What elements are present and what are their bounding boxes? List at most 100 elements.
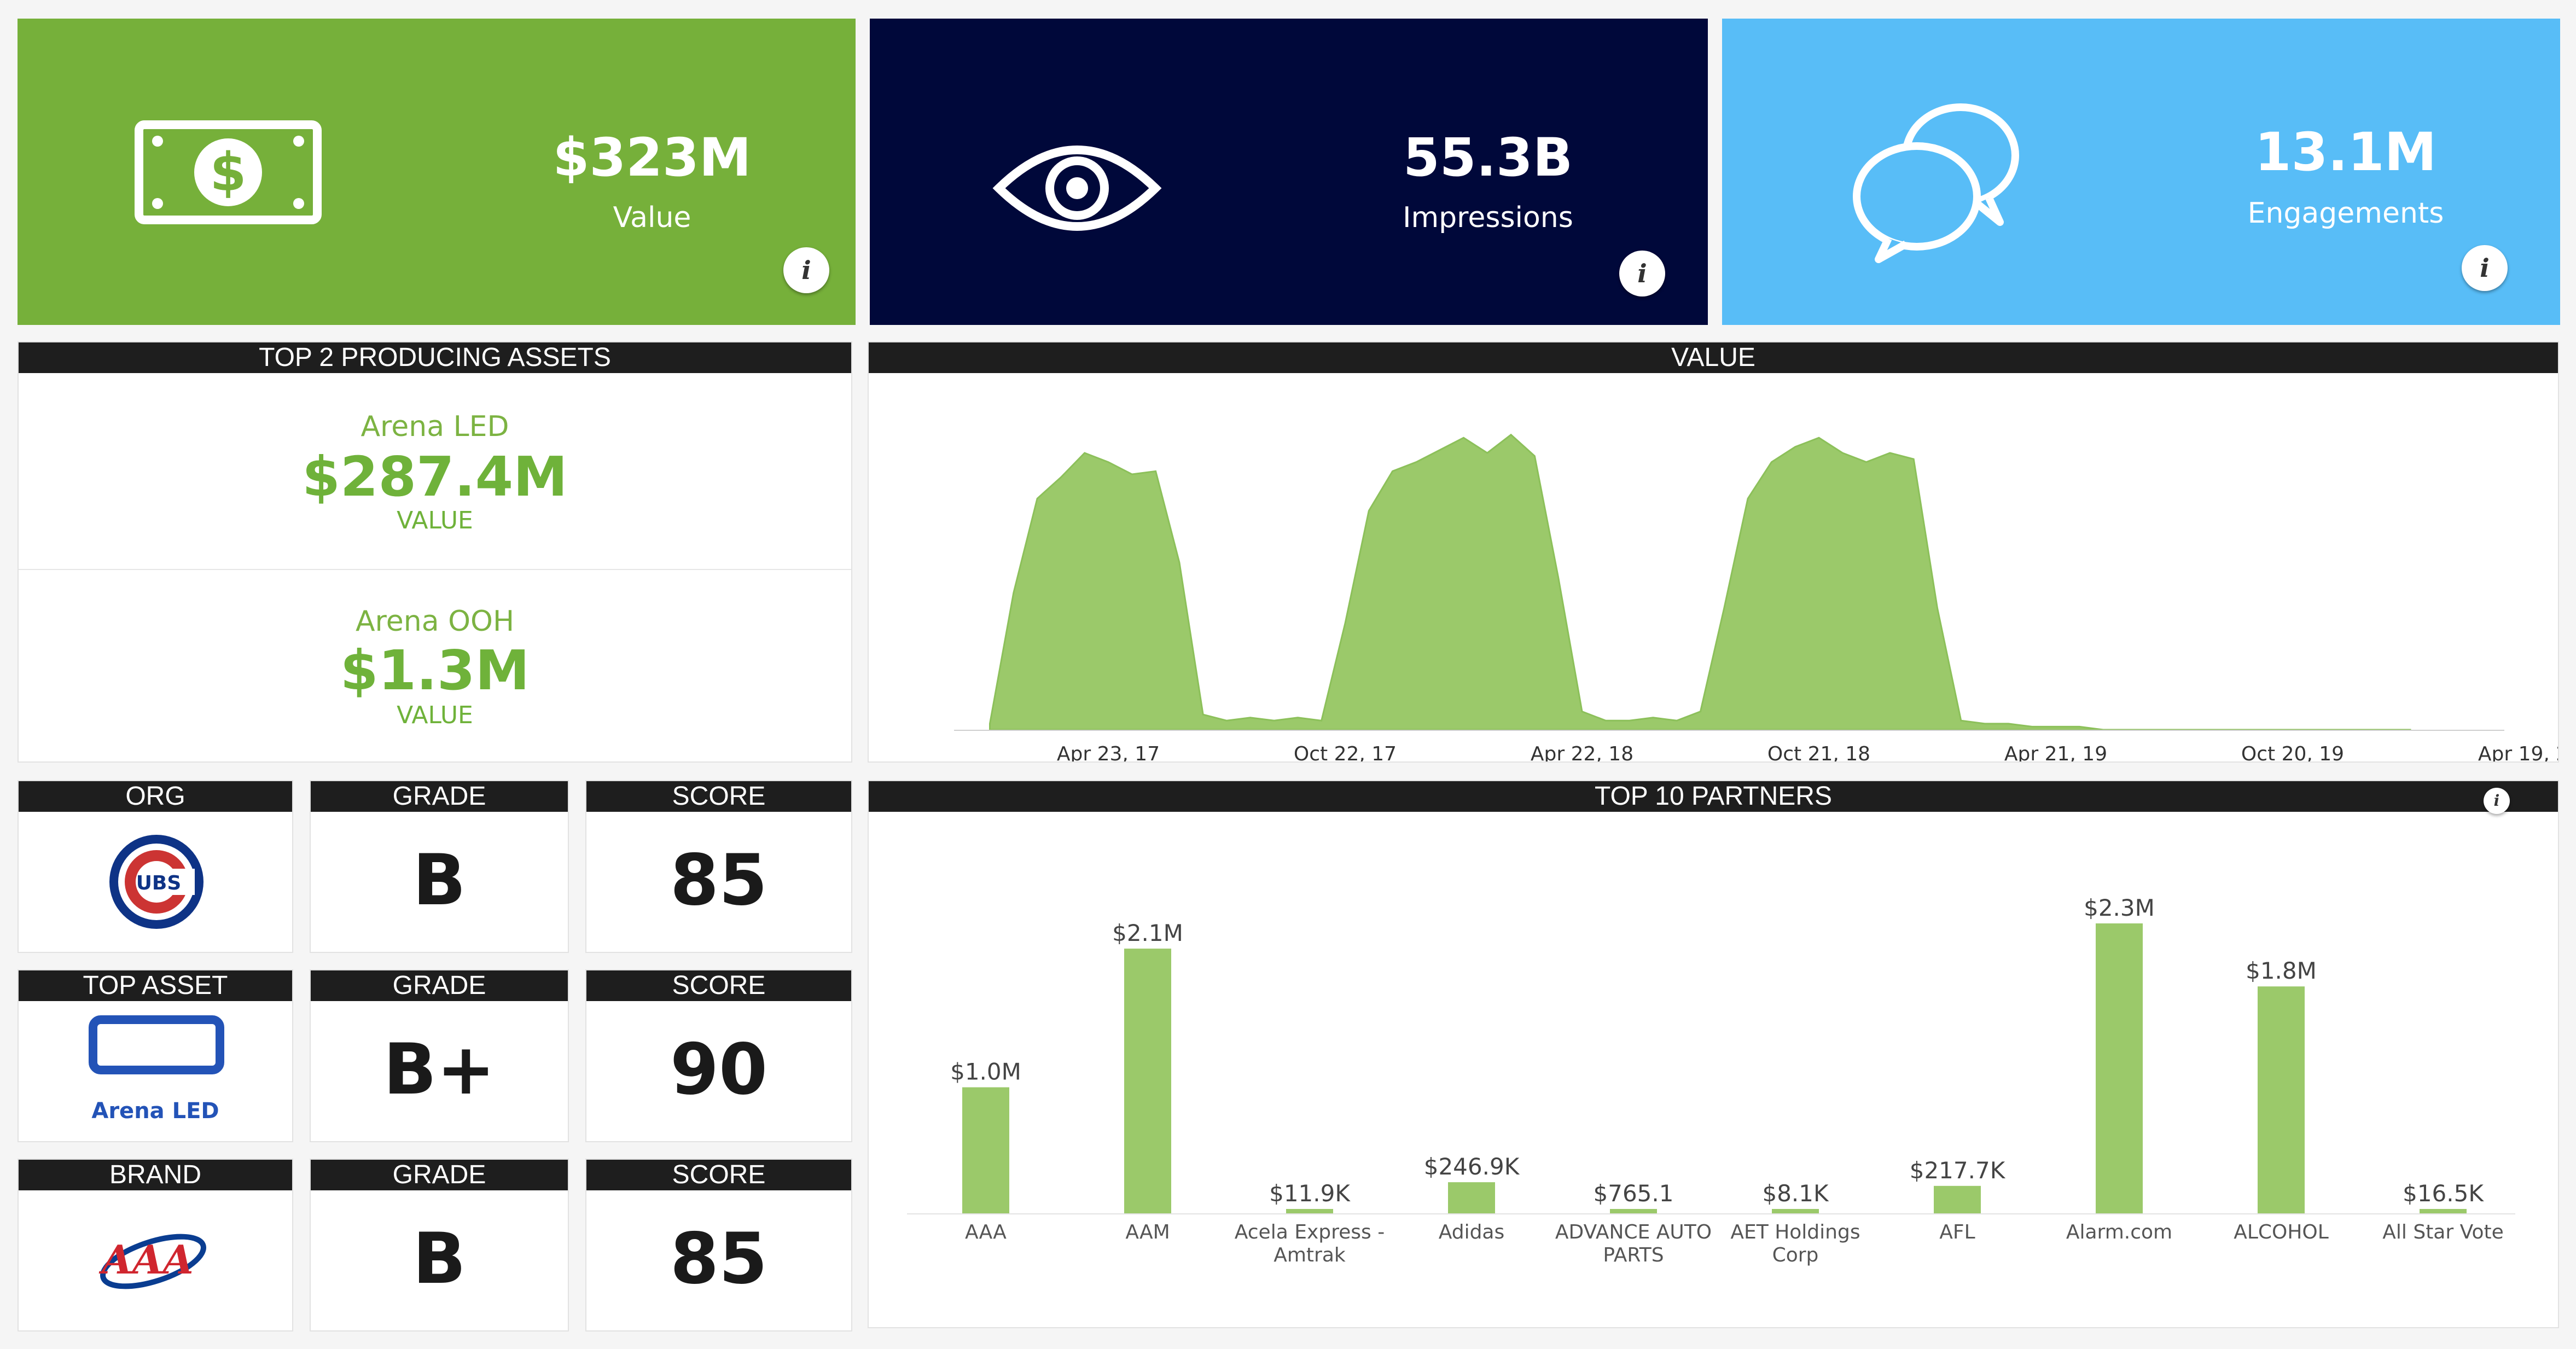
kpi-impressions-number: 55.3B xyxy=(1403,127,1573,188)
bar[interactable] xyxy=(2420,1209,2467,1213)
category-label: All Star Vote xyxy=(2382,1221,2503,1243)
data-label: $8.1K xyxy=(1762,1180,1829,1207)
bar[interactable] xyxy=(1772,1209,1819,1213)
bar[interactable] xyxy=(1124,949,1171,1213)
x-tick-label: Apr 23, 17 xyxy=(1057,743,1160,761)
grade-cell: GRADE B xyxy=(310,1159,569,1331)
category-label: AAA xyxy=(965,1221,1007,1243)
bar[interactable] xyxy=(1286,1209,1333,1213)
top-assets-panel: TOP 2 PRODUCING ASSETS Arena LED $287.4M… xyxy=(18,341,852,763)
score-cell: SCORE 85 xyxy=(585,780,852,953)
svg-text:AAA: AAA xyxy=(98,1236,194,1283)
cell-header: SCORE xyxy=(586,781,851,812)
score-value: 90 xyxy=(670,1029,768,1110)
data-label: $16.5K xyxy=(2403,1180,2484,1207)
x-tick-label: Oct 21, 18 xyxy=(1767,743,1870,761)
bar[interactable] xyxy=(2096,923,2143,1213)
category-label: Alarm.com xyxy=(2066,1221,2172,1243)
aaa-logo-icon: AAA xyxy=(19,1190,292,1330)
value-area-series xyxy=(989,433,2411,731)
kpi-engagements-tile: 13.1M Engagements i xyxy=(1722,19,2560,325)
data-label: $1.0M xyxy=(950,1059,1021,1085)
panel-header: TOP 2 PRODUCING ASSETS xyxy=(19,342,851,373)
asset-value-caption: VALUE xyxy=(397,507,473,534)
category-label: AFL xyxy=(1939,1221,1975,1243)
data-label: $11.9K xyxy=(1269,1180,1351,1207)
category-label: Adidas xyxy=(1439,1221,1505,1243)
cell-header: SCORE xyxy=(586,970,851,1001)
kpi-value-label: Value xyxy=(613,201,691,234)
bar[interactable] xyxy=(1448,1182,1495,1213)
kpi-value-tile: $ $323M Value i xyxy=(18,19,856,325)
category-label: ADVANCE AUTO PARTS xyxy=(1555,1221,1712,1266)
partners-chart-panel: TOP 10 PARTNERS i $1.0M AAA $2.1M AAM $11.9K… xyxy=(868,780,2559,1328)
value-area-chart: Apr 23, 17 Oct 22, 17 Apr 22, 18 Oct 21, 18… xyxy=(954,433,2558,761)
bar[interactable] xyxy=(1934,1185,1981,1213)
cubs-logo-icon: UBS xyxy=(19,812,292,952)
eye-icon xyxy=(992,146,1162,231)
svg-text:$: $ xyxy=(210,142,247,203)
grade-cell: GRADE B+ xyxy=(310,969,569,1142)
asset-value: $1.3M xyxy=(340,638,530,702)
entity-caption: Arena LED xyxy=(91,1098,219,1124)
cell-header: SCORE xyxy=(586,1160,851,1190)
cell-header: TOP ASSET xyxy=(19,970,292,1001)
dollar-bill-icon: $ xyxy=(135,120,322,224)
info-icon[interactable]: i xyxy=(1619,251,1665,296)
asset-value-caption: VALUE xyxy=(397,701,473,729)
info-icon[interactable]: i xyxy=(2462,245,2508,291)
info-icon[interactable]: i xyxy=(783,247,829,293)
entity-cell: BRAND AAA xyxy=(18,1159,293,1331)
grade-value: B xyxy=(412,840,466,921)
svg-text:UBS: UBS xyxy=(136,872,182,894)
score-value: 85 xyxy=(670,840,768,921)
bar[interactable] xyxy=(2258,986,2305,1213)
cell-header: BRAND xyxy=(19,1160,292,1190)
category-label: AAM xyxy=(1125,1221,1170,1243)
bar[interactable] xyxy=(1610,1209,1657,1213)
value-chart-panel: VALUE Apr 23, 17 Oct 22, 17 Apr 22, 18 Oct … xyxy=(868,341,2559,763)
asset-value: $287.4M xyxy=(302,445,568,509)
entity-cell: ORG UBS xyxy=(18,780,293,953)
x-tick-label: Apr 19, 20 xyxy=(2478,743,2558,761)
data-label: $217.7K xyxy=(1910,1157,2006,1184)
data-label: $1.8M xyxy=(2246,957,2317,984)
data-label: $2.1M xyxy=(1112,920,1183,946)
category-label: ALCOHOL xyxy=(2234,1221,2329,1243)
category-label: AET Holdings Corp xyxy=(1730,1221,1860,1266)
score-value: 85 xyxy=(670,1218,768,1300)
kpi-value-number: $323M xyxy=(553,127,752,188)
category-label: Acela Express -Amtrak xyxy=(1235,1221,1385,1266)
grade-value: B+ xyxy=(383,1029,496,1110)
kpi-engagements-number: 13.1M xyxy=(2254,121,2437,183)
panel-header: TOP 10 PARTNERS xyxy=(869,781,2558,812)
data-label: $246.9K xyxy=(1424,1153,1520,1180)
kpi-impressions-tile: 55.3B Impressions i xyxy=(870,19,1708,325)
x-tick-label: Oct 20, 19 xyxy=(2241,743,2344,761)
kpi-impressions-label: Impressions xyxy=(1403,201,1573,234)
data-label: $2.3M xyxy=(2084,894,2155,921)
divider xyxy=(19,569,851,570)
x-tick-label: Apr 22, 18 xyxy=(1531,743,1633,761)
entity-cell: TOP ASSET Arena LED xyxy=(18,969,293,1142)
partners-bar-chart: $1.0M AAA $2.1M AAM $11.9K Acela Express -Amt… xyxy=(907,894,2515,1266)
grade-value: B xyxy=(412,1218,466,1300)
bar[interactable] xyxy=(962,1087,1009,1213)
panel-header: VALUE xyxy=(869,342,2558,373)
asset-name: Arena LED xyxy=(360,410,509,443)
cell-header: GRADE xyxy=(311,781,568,812)
score-cell: SCORE 85 xyxy=(585,1159,852,1331)
score-cell: SCORE 90 xyxy=(585,969,852,1142)
x-tick-label: Apr 21, 19 xyxy=(2004,743,2107,761)
asset-name: Arena OOH xyxy=(355,605,515,638)
arena-led-screen-icon: Arena LED xyxy=(19,1001,292,1141)
cell-header: GRADE xyxy=(311,970,568,1001)
chat-bubbles-icon xyxy=(1853,103,2019,263)
grade-cell: GRADE B xyxy=(310,780,569,953)
cell-header: ORG xyxy=(19,781,292,812)
x-tick-label: Oct 22, 17 xyxy=(1294,743,1397,761)
info-icon[interactable]: i xyxy=(2484,788,2510,814)
data-label: $765.1 xyxy=(1594,1180,1674,1207)
kpi-engagements-label: Engagements xyxy=(2247,197,2444,230)
cell-header: GRADE xyxy=(311,1160,568,1190)
